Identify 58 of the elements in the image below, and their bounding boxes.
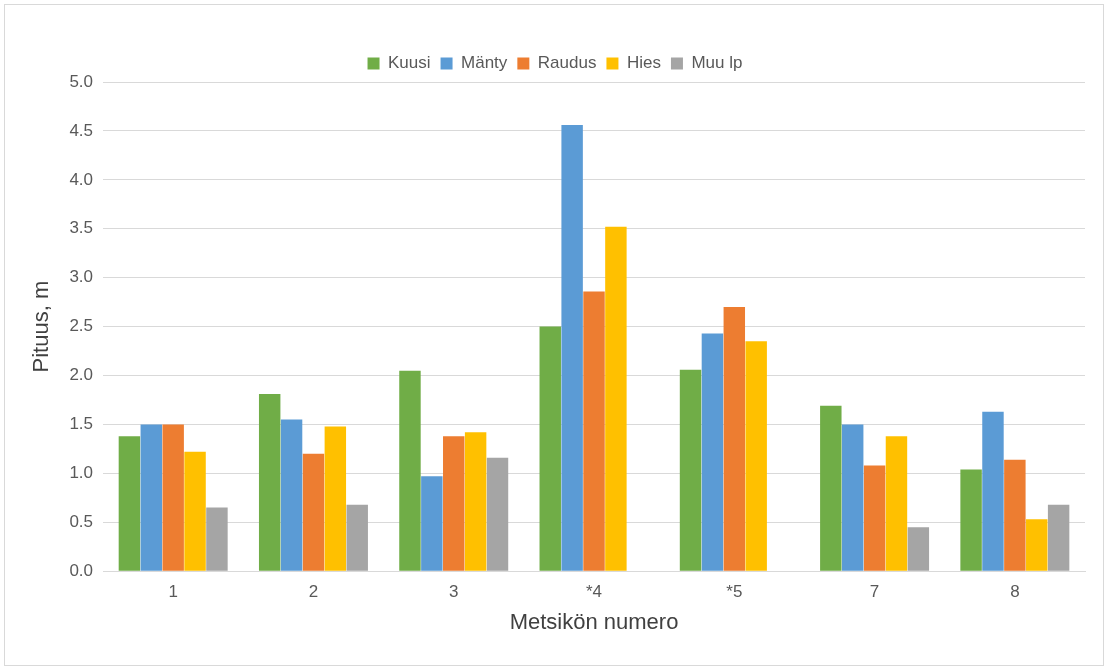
bar — [982, 411, 1004, 571]
x-tick-label: *4 — [585, 582, 603, 602]
bar — [605, 226, 627, 571]
bar — [583, 291, 605, 571]
y-tick-label: 2.0 — [69, 365, 94, 385]
bar — [907, 527, 930, 571]
bar — [1026, 519, 1048, 571]
y-tick-label: 3.0 — [69, 267, 94, 287]
bar — [539, 326, 561, 571]
bar — [443, 436, 465, 571]
x-tick-label: 1 — [168, 582, 178, 602]
bar — [1047, 504, 1070, 571]
x-tick-label: 3 — [449, 582, 459, 602]
bar — [960, 469, 982, 571]
y-tick-label: 1.0 — [69, 463, 94, 483]
bar — [140, 424, 163, 571]
legend-label: Kuusi — [388, 53, 431, 73]
legend-label: Raudus — [537, 53, 597, 73]
bar — [302, 453, 325, 571]
y-tick-label: 0.5 — [69, 511, 94, 531]
x-tick-label: 7 — [869, 582, 880, 602]
y-axis-title: Pituus, m — [28, 280, 54, 373]
bar — [280, 419, 303, 571]
bar — [679, 369, 702, 571]
bar — [324, 426, 347, 571]
bar — [258, 394, 281, 571]
x-tick-label: *5 — [726, 582, 743, 602]
y-tick-label: 3.5 — [69, 218, 94, 238]
bar — [421, 476, 443, 571]
bar — [206, 507, 228, 571]
bar — [346, 504, 368, 571]
bar — [486, 457, 509, 571]
bar — [184, 451, 206, 571]
bar — [118, 436, 141, 571]
y-tick-label: 0.0 — [69, 560, 94, 580]
legend-label: Muu lp — [691, 53, 743, 73]
x-axis-title: Metsikön numero — [509, 608, 679, 634]
bar — [885, 436, 908, 571]
bar — [1004, 459, 1026, 571]
legend-label: Mänty — [461, 53, 508, 73]
bar — [863, 465, 886, 571]
x-tick-label: 8 — [1010, 582, 1020, 602]
x-tick-label: 2 — [308, 582, 319, 602]
bar — [745, 341, 767, 571]
bar — [162, 424, 184, 571]
legend-label: Hies — [626, 53, 661, 73]
y-tick-label: 5.0 — [69, 71, 94, 91]
y-tick-label: 4.5 — [69, 120, 94, 140]
bar — [561, 125, 583, 571]
bar — [723, 307, 746, 571]
bar — [841, 424, 864, 571]
bar — [701, 333, 724, 571]
y-tick-label: 2.5 — [69, 316, 94, 336]
y-tick-label: 1.5 — [69, 414, 94, 434]
bar — [399, 370, 421, 571]
bar — [820, 405, 842, 571]
y-tick-label: 4.0 — [69, 169, 94, 189]
bar — [464, 432, 487, 571]
